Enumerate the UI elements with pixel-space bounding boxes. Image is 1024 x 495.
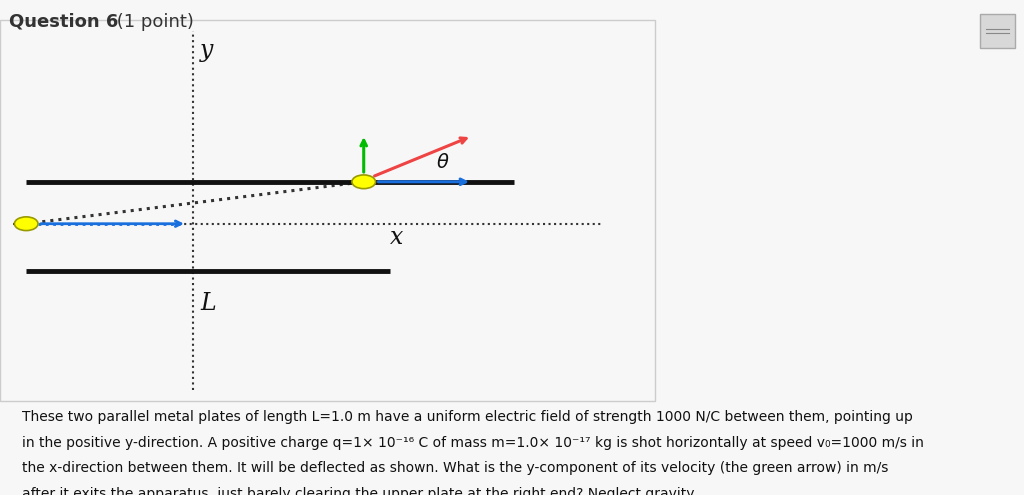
Text: x: x bbox=[390, 226, 403, 248]
Text: y: y bbox=[200, 39, 213, 62]
Text: the x-direction between them. It will be deflected as shown. What is the y-compo: the x-direction between them. It will be… bbox=[23, 461, 889, 475]
Text: L: L bbox=[200, 293, 216, 315]
Text: after it exits the apparatus, just barely clearing the upper plate at the right : after it exits the apparatus, just barel… bbox=[23, 487, 697, 495]
Text: in the positive y-direction. A positive charge q=1× 10⁻¹⁶ C of mass m=1.0× 10⁻¹⁷: in the positive y-direction. A positive … bbox=[23, 436, 925, 450]
Text: These two parallel metal plates of length L=1.0 m have a uniform electric field : These two parallel metal plates of lengt… bbox=[23, 410, 913, 424]
FancyBboxPatch shape bbox=[980, 14, 1015, 48]
Circle shape bbox=[14, 217, 38, 231]
Circle shape bbox=[352, 175, 376, 189]
Text: (1 point): (1 point) bbox=[111, 13, 194, 31]
Text: $\theta$: $\theta$ bbox=[436, 153, 450, 172]
Text: Question 6: Question 6 bbox=[8, 13, 118, 31]
